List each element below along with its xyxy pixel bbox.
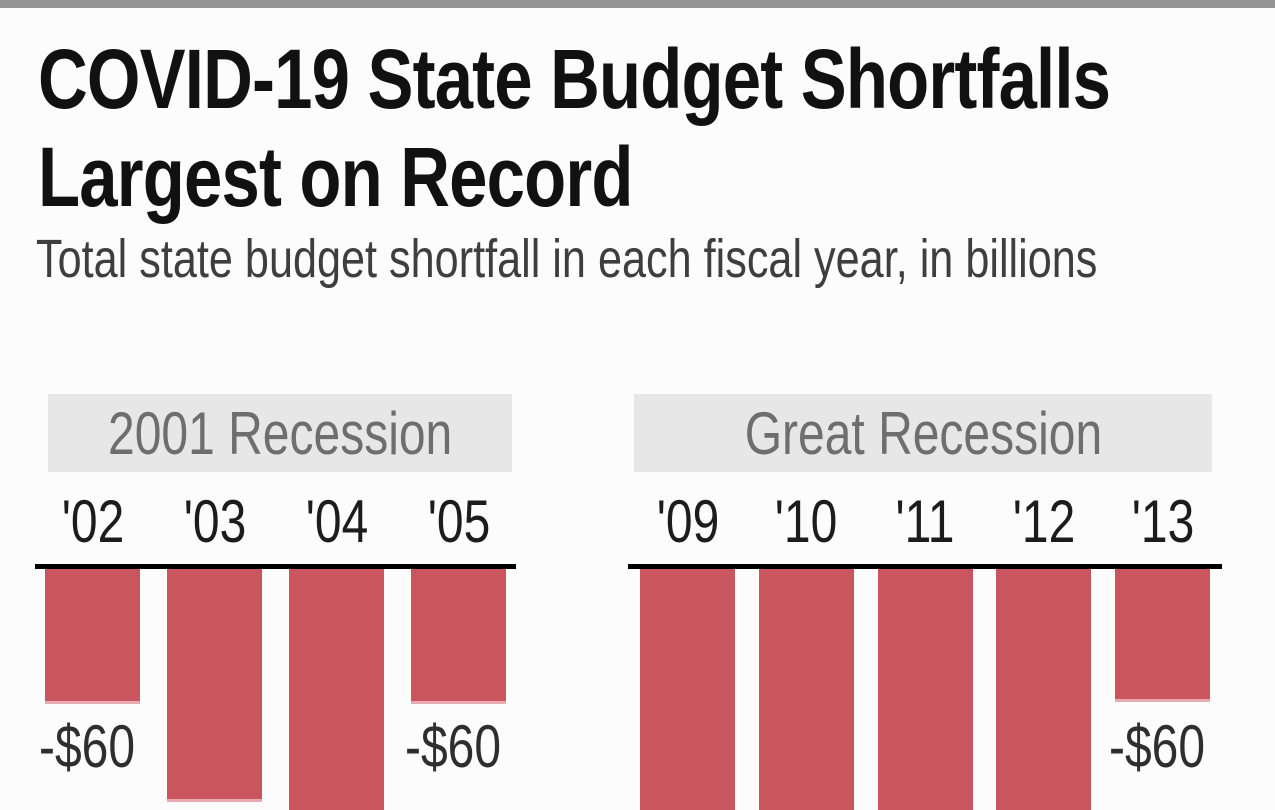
year-tick-label: '05 xyxy=(427,488,490,555)
value-label-text: -$60 xyxy=(1109,713,1206,780)
group-header-label: Great Recession xyxy=(744,399,1102,467)
year-tick-label: '10 xyxy=(774,488,838,555)
page-title-line1: COVID-19 State Budget Shortfalls xyxy=(38,32,1111,126)
shortfall-bar xyxy=(996,569,1092,810)
value-label: -$60 xyxy=(405,716,525,778)
page-title: COVID-19 State Budget Shortfalls Largest … xyxy=(38,30,1275,226)
year-tick-label: '03 xyxy=(183,488,246,555)
chart-subtitle-text: Total state budget shortfall in each fis… xyxy=(36,229,1098,289)
group-header: 2001 Recession xyxy=(48,394,512,472)
shortfall-bar xyxy=(411,569,506,704)
year-tick-label: '13 xyxy=(1131,488,1194,555)
chart-subtitle: Total state budget shortfall in each fis… xyxy=(36,228,1275,290)
zero-axis-line xyxy=(628,564,1222,569)
group-header: Great Recession xyxy=(634,394,1212,472)
year-tick-label: '02 xyxy=(61,488,124,555)
value-label-text: -$60 xyxy=(39,713,136,780)
shortfall-bar xyxy=(758,569,854,810)
year-tick-label: '04 xyxy=(305,488,368,555)
group-header-label: 2001 Recession xyxy=(107,399,453,467)
shortfall-bar xyxy=(167,569,262,802)
shortfall-bar xyxy=(640,569,735,810)
shortfall-bar xyxy=(289,569,384,810)
value-label-text: -$60 xyxy=(405,713,502,780)
shortfall-bar xyxy=(45,569,140,704)
shortfall-bar xyxy=(1115,569,1210,702)
page-title-line2: Largest on Record xyxy=(38,130,633,224)
year-tick-label: '12 xyxy=(1012,488,1076,555)
year-tick-label: '11 xyxy=(895,488,955,555)
year-tick-label: '09 xyxy=(656,488,719,555)
value-label: -$60 xyxy=(1109,716,1229,778)
shortfall-bar xyxy=(877,569,973,810)
top-strip xyxy=(0,0,1275,8)
zero-axis-line xyxy=(35,564,516,569)
value-label: -$60 xyxy=(39,716,159,778)
